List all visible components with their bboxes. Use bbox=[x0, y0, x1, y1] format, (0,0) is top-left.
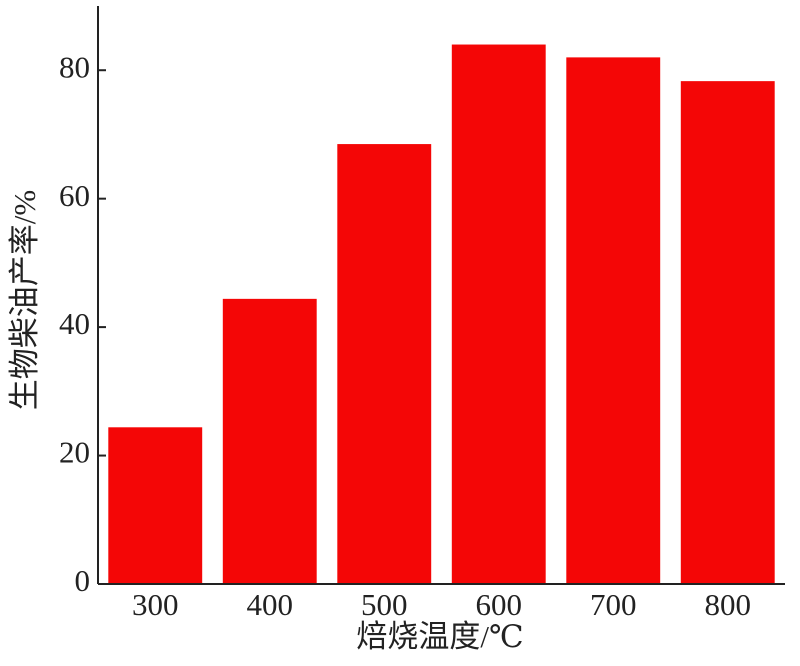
bar bbox=[451, 44, 546, 585]
y-tick-label: 20 bbox=[59, 435, 90, 470]
x-tick-label: 500 bbox=[361, 587, 408, 622]
x-tick-label: 400 bbox=[247, 587, 294, 622]
x-axis-label: 焙烧温度/℃ bbox=[356, 619, 523, 654]
bar bbox=[680, 81, 775, 584]
bar bbox=[108, 427, 203, 584]
x-tick-label: 300 bbox=[132, 587, 179, 622]
bar bbox=[222, 298, 317, 584]
bar bbox=[566, 57, 661, 584]
y-tick-label: 40 bbox=[59, 306, 90, 341]
y-tick-label: 80 bbox=[59, 49, 90, 84]
y-tick-label: 60 bbox=[59, 178, 90, 213]
x-tick-label: 700 bbox=[590, 587, 637, 622]
bar bbox=[337, 144, 432, 585]
y-axis-label: 生物柴油产率/% bbox=[7, 190, 42, 410]
y-tick-label: 0 bbox=[75, 563, 91, 598]
x-tick-label: 600 bbox=[476, 587, 523, 622]
x-tick-label: 800 bbox=[705, 587, 752, 622]
